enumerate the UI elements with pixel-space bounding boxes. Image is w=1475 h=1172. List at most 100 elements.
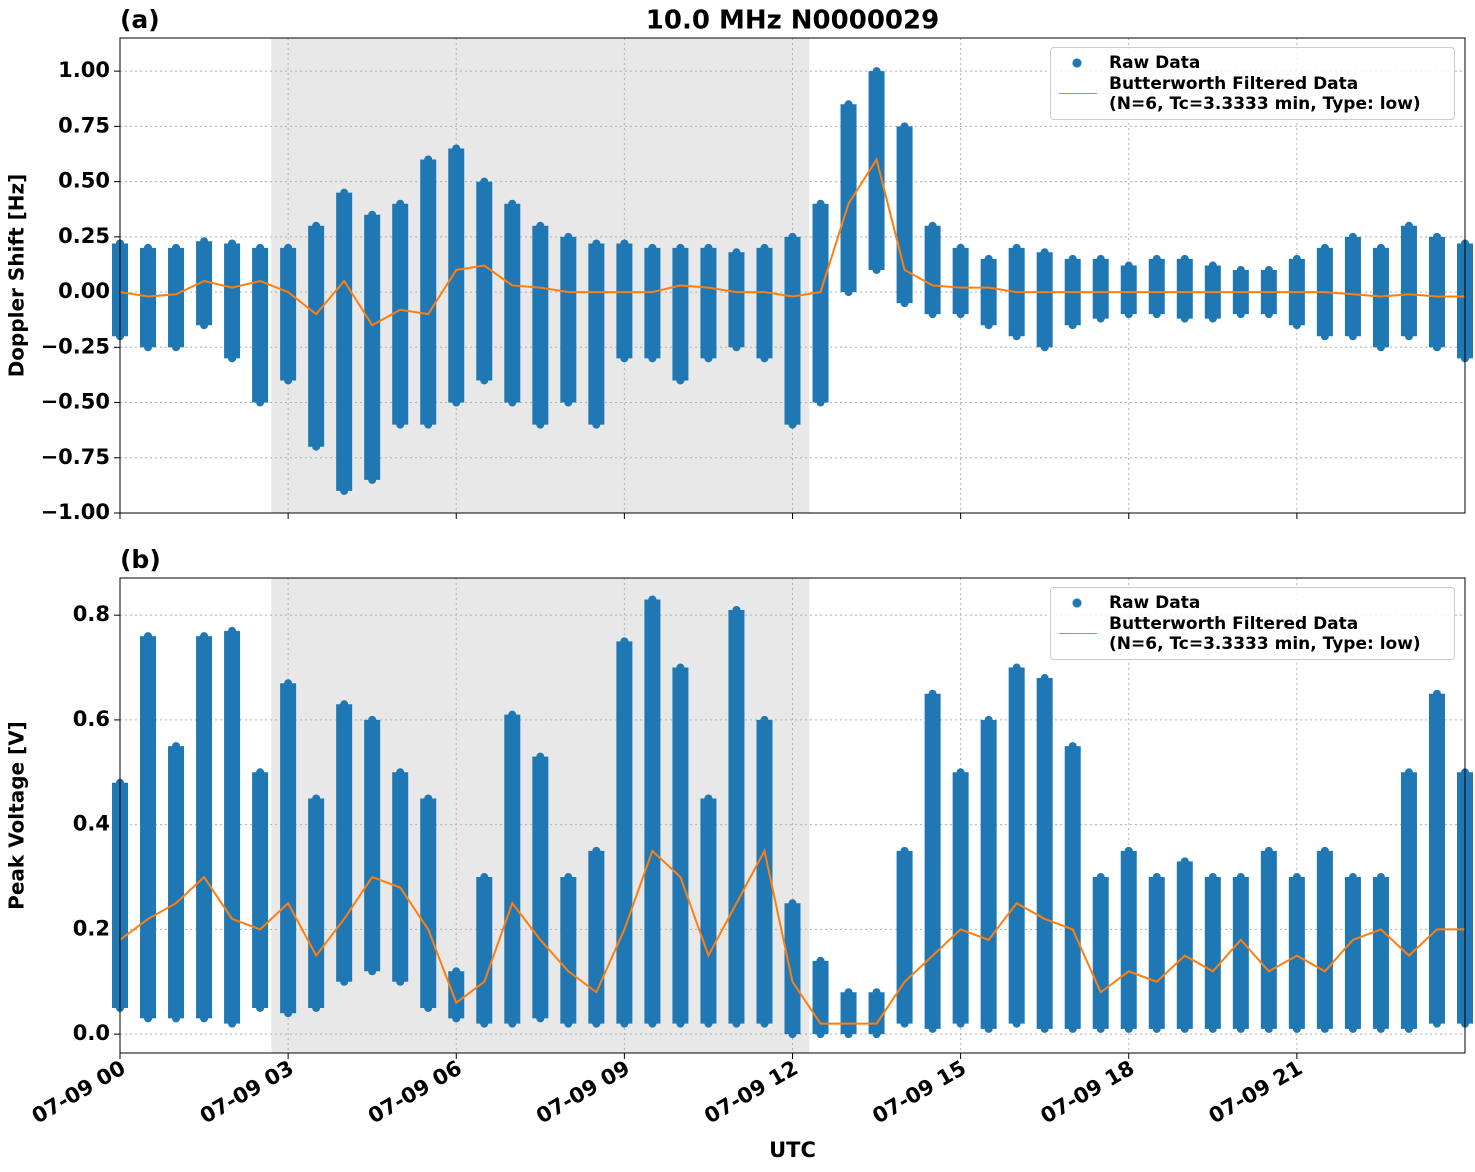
raw-data-point [424,1003,433,1012]
raw-data-point [256,1003,265,1012]
raw-data-point [452,398,461,407]
raw-data-point [144,243,153,252]
raw-data-point [172,243,181,252]
raw-data-point [1236,1024,1245,1033]
raw-data-point [1320,243,1329,252]
raw-data-point [284,679,293,688]
raw-data-point [340,700,349,709]
x-tick-label: 07-09 06 [364,1056,466,1129]
raw-data-point [1432,689,1441,698]
y-tick-label: −1.00 [41,500,110,524]
y-tick-label: 0.2 [73,916,110,940]
raw-data-point [816,956,825,965]
raw-data-point [200,1014,209,1023]
raw-data-point [788,899,797,908]
raw-data-point [900,122,909,131]
raw-data-point [872,1030,881,1039]
raw-data-point [984,321,993,330]
raw-data-point [1040,1024,1049,1033]
raw-data-point [1292,1024,1301,1033]
raw-data-point [1180,254,1189,263]
raw-data-point [1376,873,1385,882]
raw-data-point [424,155,433,164]
x-tick-label: 07-09 21 [1205,1056,1307,1129]
raw-data-point [1068,742,1077,751]
raw-data-point [144,1014,153,1023]
raw-data-point [788,1030,797,1039]
raw-data-point [620,354,629,363]
raw-data-point [872,67,881,76]
raw-data-point [256,768,265,777]
raw-data-point [480,1019,489,1028]
raw-data-point [284,376,293,385]
raw-data-point [592,846,601,855]
raw-data-point [172,343,181,352]
raw-data-point [1292,254,1301,263]
raw-data-point [956,310,965,319]
raw-data-point [284,243,293,252]
raw-data-point [452,967,461,976]
y-tick-label: 1.00 [58,58,110,82]
raw-data-point [732,343,741,352]
raw-data-point [704,794,713,803]
raw-data-points [112,67,1473,495]
raw-data-point [564,232,573,241]
raw-data-point [1348,873,1357,882]
legend: Raw Data Butterworth Filtered Data (N=6, … [1050,47,1455,120]
raw-data-point [480,376,489,385]
raw-data-point [1012,1019,1021,1028]
raw-data-point [1208,261,1217,270]
raw-data-point [592,420,601,429]
raw-data-point [760,243,769,252]
raw-data-point [256,243,265,252]
raw-data-point [536,420,545,429]
raw-data-point [816,199,825,208]
raw-data-point [1236,265,1245,274]
raw-data-point [172,1014,181,1023]
raw-data-point [760,1019,769,1028]
raw-data-point [312,1003,321,1012]
raw-data-point [1320,332,1329,341]
raw-data-point [452,144,461,153]
y-tick-label: 0.25 [58,224,110,248]
x-tick-label: 07-09 18 [1036,1056,1138,1129]
raw-data-point [368,967,377,976]
raw-data-point [788,232,797,241]
raw-data-point [1012,663,1021,672]
raw-data-point [1180,1024,1189,1033]
raw-data-point [312,221,321,230]
y-tick-label: 0.6 [73,707,110,731]
raw-data-point [1404,768,1413,777]
raw-data-point [312,794,321,803]
raw-data-point [1292,873,1301,882]
raw-data-point [1404,221,1413,230]
raw-data-point [1096,1024,1105,1033]
raw-data-point [172,742,181,751]
raw-data-point [1432,1019,1441,1028]
raw-data-point [1264,846,1273,855]
raw-data-point [1404,1024,1413,1033]
legend-symbol [1051,53,1109,73]
raw-data-point [620,239,629,248]
raw-data-point [340,977,349,986]
y-axis-label: Peak Voltage [V] [5,721,29,910]
raw-data-point [1376,1024,1385,1033]
raw-data-point [648,1019,657,1028]
raw-data-point [1208,1024,1217,1033]
raw-data-point [508,710,517,719]
y-tick-label: 0.50 [58,169,110,193]
panel-label: (b) [120,545,161,574]
legend-symbol [1051,74,1109,94]
y-tick-label: 0.4 [73,812,110,836]
y-tick-label: −0.75 [41,445,110,469]
raw-data-point [732,248,741,257]
raw-data-point [984,254,993,263]
raw-data-point [396,420,405,429]
raw-data-point [480,873,489,882]
raw-data-point [200,632,209,641]
chart-title: 10.0 MHz N0000029 [646,6,939,36]
x-tick-label: 07-09 00 [28,1056,130,1129]
raw-data-point [1376,243,1385,252]
